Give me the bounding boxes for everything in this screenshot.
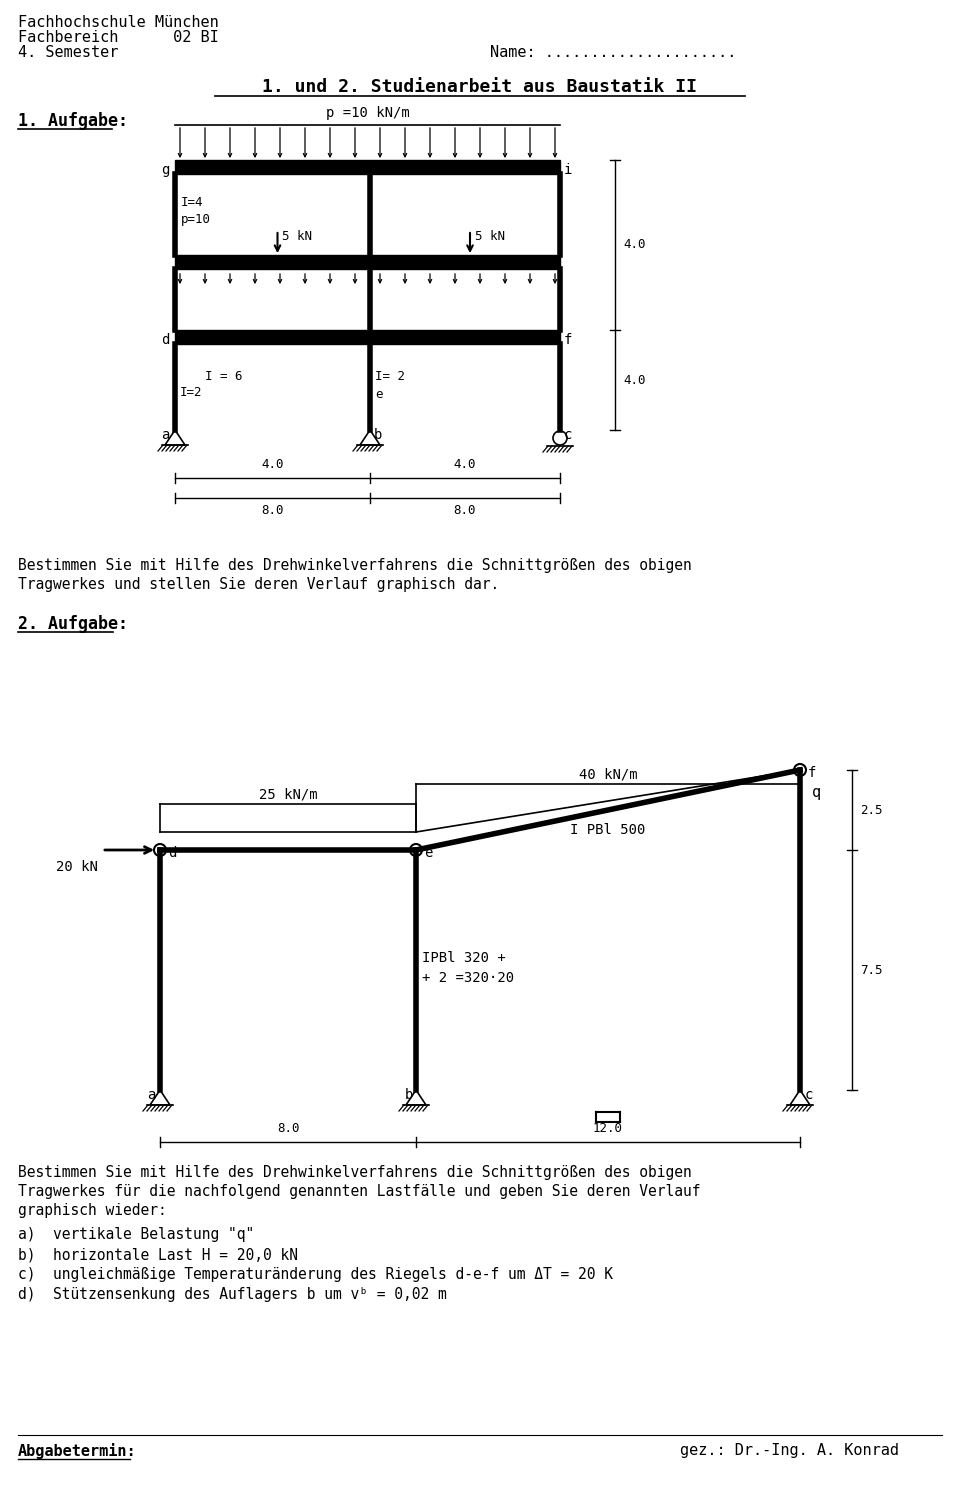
Text: + 2 =320·20: + 2 =320·20: [422, 970, 515, 985]
Text: i: i: [564, 163, 572, 177]
Text: gez.: Dr.-Ing. A. Konrad: gez.: Dr.-Ing. A. Konrad: [680, 1443, 899, 1458]
Text: Tragwerkes für die nachfolgend genannten Lastfälle und geben Sie deren Verlauf: Tragwerkes für die nachfolgend genannten…: [18, 1184, 701, 1199]
Polygon shape: [175, 330, 560, 343]
Text: 7.5: 7.5: [860, 963, 882, 976]
Text: b: b: [404, 1088, 413, 1103]
Text: Tragwerkes und stellen Sie deren Verlauf graphisch dar.: Tragwerkes und stellen Sie deren Verlauf…: [18, 577, 499, 591]
Text: e: e: [375, 388, 382, 401]
Text: I = 6: I = 6: [205, 370, 243, 383]
Text: 2. Aufgabe:: 2. Aufgabe:: [18, 615, 128, 633]
Text: c: c: [564, 428, 572, 441]
Text: b)  horizontale Last H = 20,0 kN: b) horizontale Last H = 20,0 kN: [18, 1247, 298, 1262]
Text: Abgabetermin:: Abgabetermin:: [18, 1443, 136, 1459]
Text: 5 kN: 5 kN: [282, 230, 313, 244]
Text: a)  vertikale Belastung "q": a) vertikale Belastung "q": [18, 1227, 254, 1242]
Polygon shape: [175, 256, 560, 269]
Text: a: a: [161, 428, 170, 441]
Text: 20 kN: 20 kN: [56, 860, 98, 874]
Text: Bestimmen Sie mit Hilfe des Drehwinkelverfahrens die Schnittgrößen des obigen: Bestimmen Sie mit Hilfe des Drehwinkelve…: [18, 1165, 692, 1180]
Circle shape: [794, 764, 806, 776]
Text: I=2: I=2: [180, 385, 203, 398]
Text: 4.0: 4.0: [261, 458, 284, 471]
Text: 5 kN: 5 kN: [475, 230, 505, 244]
Text: IPBl 320 +: IPBl 320 +: [422, 951, 506, 964]
Text: I= 2: I= 2: [375, 370, 405, 383]
Text: e: e: [374, 333, 382, 348]
Text: 8.0: 8.0: [261, 504, 284, 517]
Text: 4. Semester: 4. Semester: [18, 45, 118, 59]
Text: 4.0: 4.0: [623, 238, 645, 251]
Circle shape: [154, 844, 166, 856]
Text: p =10 kN/m: p =10 kN/m: [325, 106, 409, 120]
Text: 1. und 2. Studienarbeit aus Baustatik II: 1. und 2. Studienarbeit aus Baustatik II: [262, 77, 698, 97]
Circle shape: [410, 844, 422, 856]
Text: b: b: [374, 428, 382, 441]
Text: f: f: [808, 765, 816, 780]
Text: 8.0: 8.0: [454, 504, 476, 517]
Text: 4.0: 4.0: [454, 458, 476, 471]
Text: 4.0: 4.0: [623, 373, 645, 386]
Text: e: e: [424, 846, 432, 860]
Text: g: g: [161, 163, 170, 177]
Text: d: d: [161, 333, 170, 348]
Text: I PBl 500: I PBl 500: [570, 823, 646, 837]
Polygon shape: [175, 160, 560, 174]
Text: Fachhochschule München: Fachhochschule München: [18, 15, 219, 30]
Text: p=10: p=10: [181, 212, 211, 226]
Text: 8.0: 8.0: [276, 1122, 300, 1135]
Text: d: d: [168, 846, 177, 860]
Text: c)  ungleichmäßige Temperaturänderung des Riegels d-e-f um ΔT = 20 K: c) ungleichmäßige Temperaturänderung des…: [18, 1268, 613, 1282]
Text: 1. Aufgabe:: 1. Aufgabe:: [18, 111, 128, 129]
Text: Fachbereich      02 BI: Fachbereich 02 BI: [18, 30, 219, 45]
Text: Bestimmen Sie mit Hilfe des Drehwinkelverfahrens die Schnittgrößen des obigen: Bestimmen Sie mit Hilfe des Drehwinkelve…: [18, 559, 692, 574]
Text: a: a: [147, 1088, 155, 1103]
Text: 40 kN/m: 40 kN/m: [579, 767, 637, 782]
Text: graphisch wieder:: graphisch wieder:: [18, 1204, 167, 1219]
Text: 25 kN/m: 25 kN/m: [258, 788, 318, 801]
Text: Name: .....................: Name: .....................: [490, 45, 736, 59]
Text: d)  Stützensenkung des Auflagers b um vᵇ = 0,02 m: d) Stützensenkung des Auflagers b um vᵇ …: [18, 1287, 446, 1302]
Text: I=4: I=4: [181, 196, 204, 210]
Text: h: h: [359, 163, 367, 177]
Text: f: f: [564, 333, 572, 348]
Text: q: q: [812, 785, 821, 799]
Text: 12.0: 12.0: [593, 1122, 623, 1135]
Text: c: c: [805, 1088, 813, 1103]
Text: 2.5: 2.5: [860, 804, 882, 816]
